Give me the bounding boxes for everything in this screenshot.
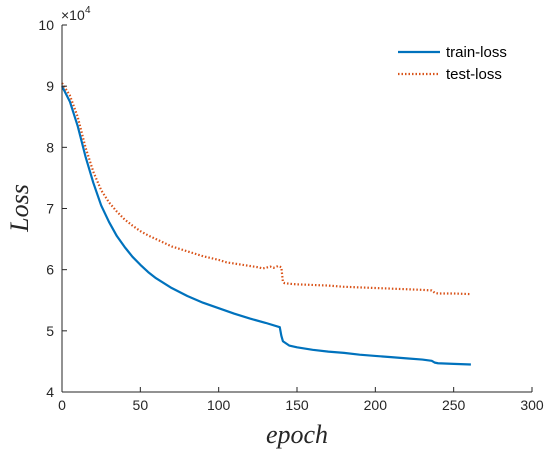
x-tick-label: 200: [364, 397, 388, 413]
y-tick-label: 6: [46, 262, 54, 278]
y-tick-label: 4: [46, 384, 54, 400]
series-layer: [61, 82, 471, 366]
ticks-layer: 0 50 100 150 200 250 300 4 5 6 7 8 9 10: [38, 17, 543, 413]
test-loss-line: [61, 82, 471, 296]
x-tick-label: 150: [285, 397, 309, 413]
x-tick-label: 0: [58, 397, 66, 413]
legend-label-train-loss: train-loss: [446, 44, 507, 61]
y-tick-label: 10: [38, 17, 54, 33]
y-multiplier-exponent: 4: [85, 5, 91, 16]
y-tick-label: 8: [46, 139, 54, 155]
x-tick-label: 50: [133, 397, 149, 413]
x-axis-title: epoch: [266, 420, 328, 449]
y-multiplier-base: ×10: [61, 7, 85, 23]
x-tick-label: 100: [207, 397, 231, 413]
y-tick-label: 7: [46, 201, 54, 217]
x-tick-label: 300: [520, 397, 544, 413]
y-tick-label: 5: [46, 323, 54, 339]
x-tick-label: 250: [442, 397, 466, 413]
legend-label-test-loss: test-loss: [446, 66, 502, 83]
train-loss-line: [61, 85, 471, 366]
y-tick-label: 9: [46, 78, 54, 94]
plot-area: [62, 25, 532, 392]
y-axis-title: Loss: [5, 184, 34, 233]
legend: train-loss test-loss: [398, 44, 507, 83]
